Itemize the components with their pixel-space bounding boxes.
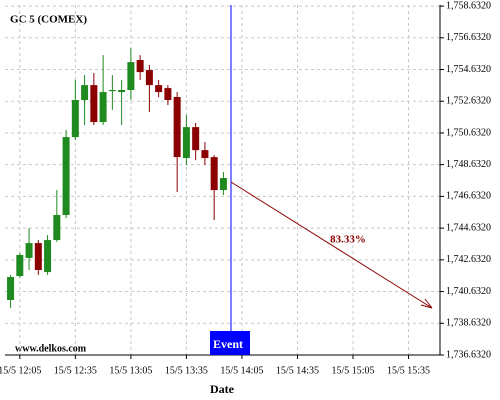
x-tick-label: 15/5 13:05 bbox=[109, 365, 152, 376]
candle-body bbox=[118, 90, 126, 93]
candle-body bbox=[155, 85, 163, 93]
candle-body bbox=[210, 157, 218, 191]
y-tick-label: 1,758.6320 bbox=[446, 0, 491, 11]
y-tick-label: 1,740.6320 bbox=[446, 286, 491, 297]
x-axis-title: Date bbox=[210, 382, 235, 396]
candle-body bbox=[90, 85, 98, 123]
candle-body bbox=[25, 243, 33, 258]
x-tick-label: 15/5 14:05 bbox=[220, 365, 263, 376]
candle-body bbox=[192, 127, 200, 151]
arrow-head bbox=[420, 298, 433, 309]
forecast-arrow bbox=[230, 181, 433, 309]
candle-body bbox=[44, 240, 52, 273]
candle-body bbox=[53, 214, 61, 241]
watermark: www.delkos.com bbox=[15, 343, 87, 354]
candle-body bbox=[164, 88, 172, 101]
candle-body bbox=[34, 243, 42, 271]
x-tick-label: 15/5 12:35 bbox=[54, 365, 97, 376]
candle-body bbox=[71, 100, 79, 138]
candle-body bbox=[62, 137, 70, 215]
candle-body bbox=[127, 62, 135, 91]
event-box bbox=[210, 331, 250, 355]
x-tick-label: 15/5 12:05 bbox=[0, 365, 41, 376]
candle-body bbox=[145, 70, 153, 86]
y-tick-label: 1,748.6320 bbox=[446, 159, 491, 170]
candle-body bbox=[7, 277, 15, 300]
y-tick-label: 1,754.6320 bbox=[446, 64, 491, 75]
event-label: Event bbox=[213, 337, 243, 351]
candle-body bbox=[182, 127, 190, 159]
y-tick-label: 1,736.6320 bbox=[446, 349, 491, 360]
forecast-label: 83.33% bbox=[330, 234, 366, 246]
y-tick-label: 1,744.6320 bbox=[446, 222, 491, 233]
y-tick-label: 1,738.6320 bbox=[446, 318, 491, 329]
y-tick-label: 1,750.6320 bbox=[446, 127, 491, 138]
x-tick-label: 15/5 14:35 bbox=[276, 365, 319, 376]
y-tick-label: 1,746.6320 bbox=[446, 191, 491, 202]
x-tick-label: 15/5 15:35 bbox=[387, 365, 430, 376]
candle-body bbox=[173, 96, 181, 158]
y-tick-label: 1,742.6320 bbox=[446, 254, 491, 265]
candle-body bbox=[81, 85, 89, 101]
x-tick-label: 15/5 15:05 bbox=[331, 365, 374, 376]
candle-body bbox=[136, 60, 144, 73]
candle-body bbox=[108, 90, 116, 92]
candle-body bbox=[16, 254, 24, 277]
candle-body bbox=[201, 150, 209, 159]
y-tick-label: 1,752.6320 bbox=[446, 96, 491, 107]
chart-title: GC 5 (COMEX) bbox=[10, 14, 87, 26]
y-tick-label: 1,756.6320 bbox=[446, 32, 491, 43]
candle-body bbox=[99, 92, 107, 123]
candle-body bbox=[219, 178, 227, 191]
x-tick-label: 15/5 13:35 bbox=[165, 365, 208, 376]
